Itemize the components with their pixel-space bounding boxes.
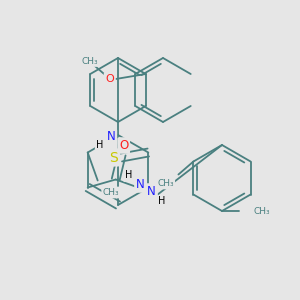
Text: H: H <box>124 170 132 181</box>
Text: O: O <box>105 74 114 84</box>
Text: CH₃: CH₃ <box>157 179 174 188</box>
Text: N: N <box>147 185 156 198</box>
Text: O: O <box>119 139 128 152</box>
Text: N: N <box>106 130 116 143</box>
Text: S: S <box>109 151 118 164</box>
Text: H: H <box>158 196 165 206</box>
Text: CH₃: CH₃ <box>103 188 119 197</box>
Text: N: N <box>136 178 145 191</box>
Text: H: H <box>96 140 104 150</box>
Text: CH₃: CH₃ <box>254 206 271 215</box>
Text: CH₃: CH₃ <box>82 56 98 65</box>
